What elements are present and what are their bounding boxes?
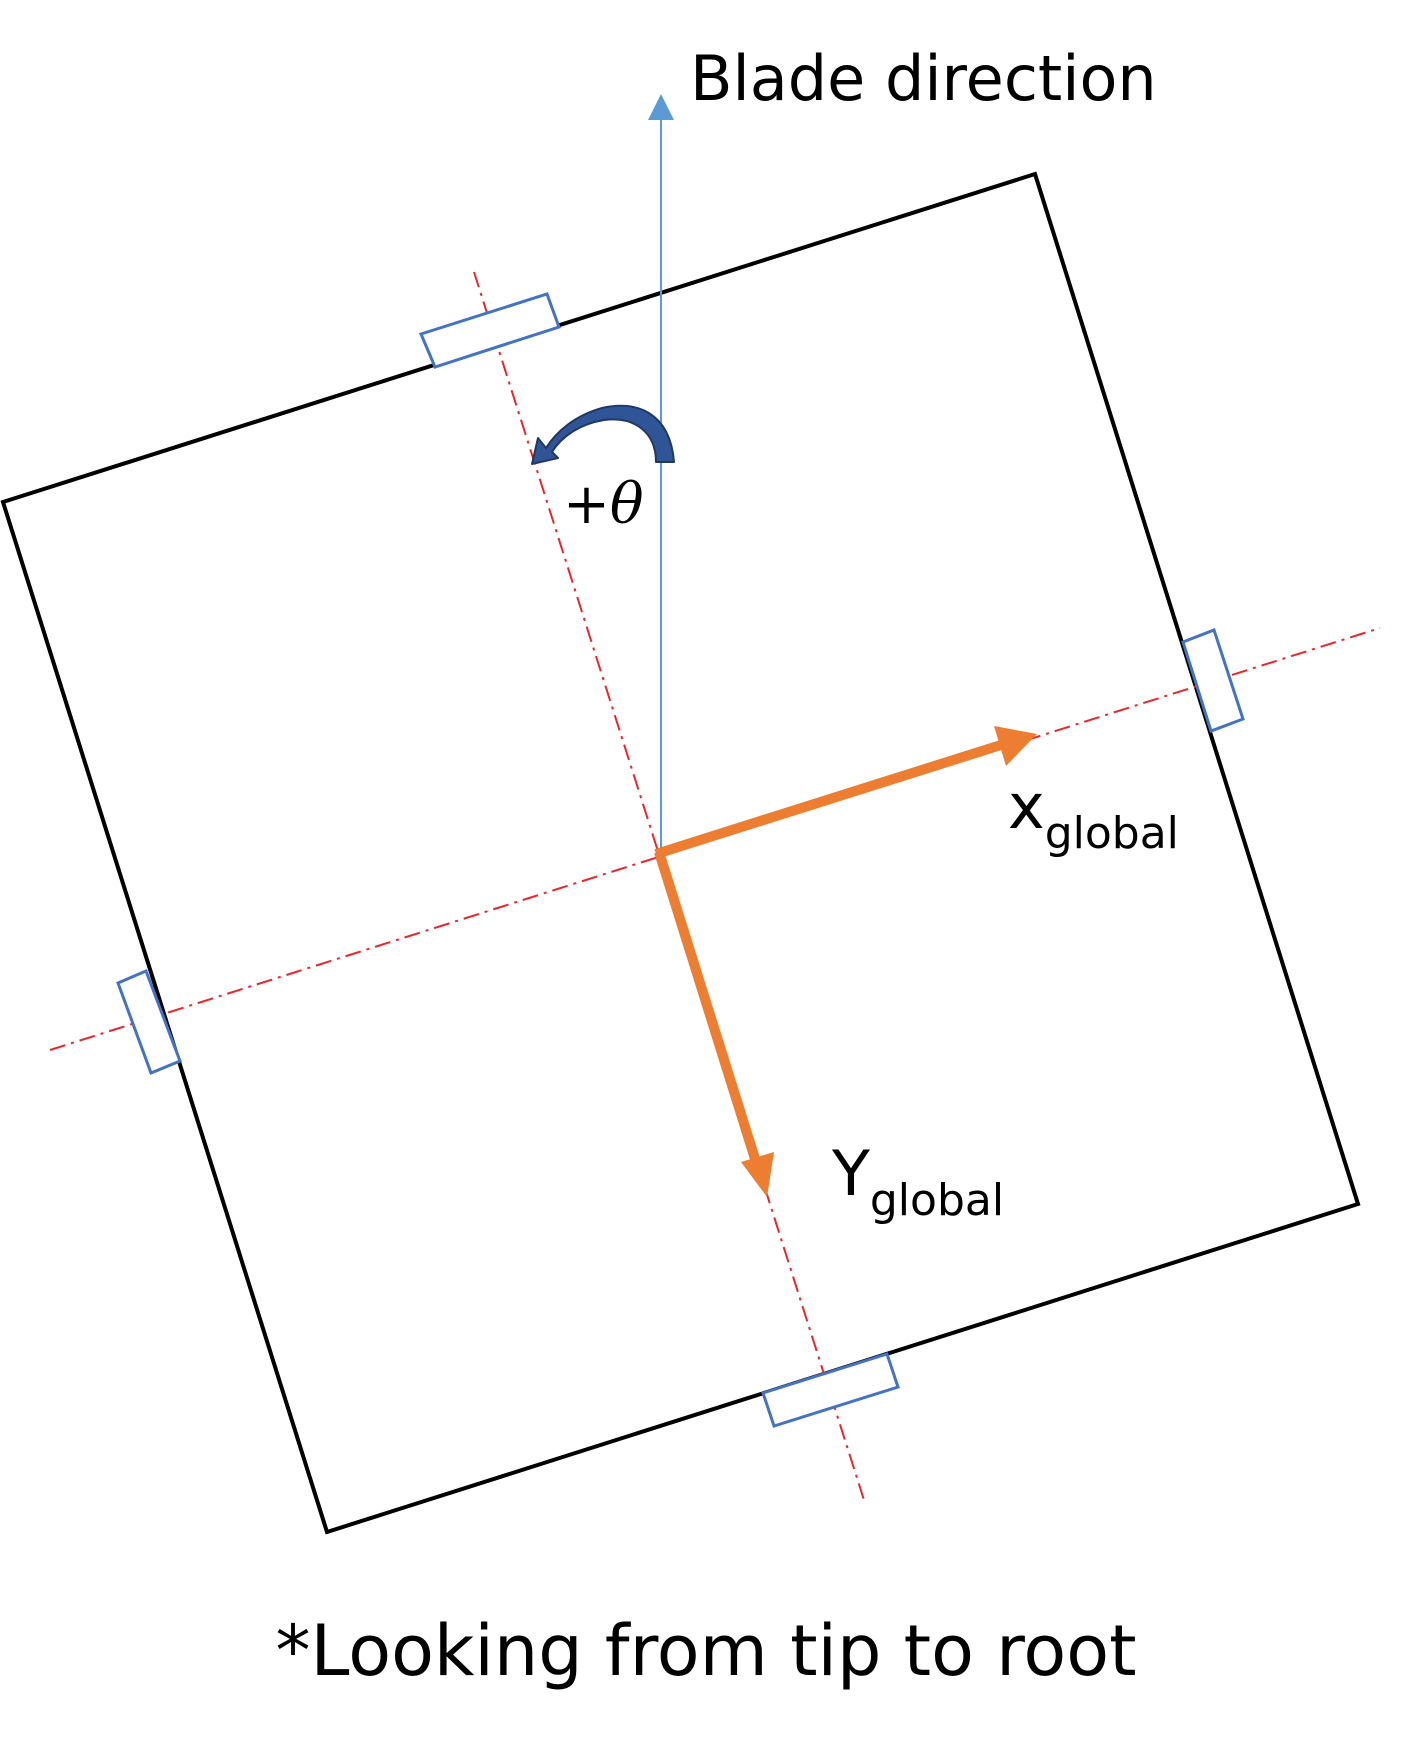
rotation-label: +θ <box>563 472 644 537</box>
y-global-label: Yglobal <box>831 1137 1004 1226</box>
y-global-axis-line <box>654 850 761 1164</box>
x-global-subscript: global <box>1045 808 1179 859</box>
y-global-subscript: global <box>870 1175 1004 1226</box>
footnote: *Looking from tip to root <box>275 1610 1136 1692</box>
x-global-arrowhead <box>994 726 1037 766</box>
top-gauge <box>418 292 561 369</box>
y-global-main: Y <box>831 1137 870 1210</box>
rotated-section-square <box>0 171 1361 1535</box>
x-global-axis-line <box>654 739 1006 859</box>
blade-direction-label: Blade direction <box>690 42 1157 115</box>
x-global-label: xglobal <box>1008 770 1179 859</box>
blade-direction-arrowhead <box>648 94 674 120</box>
y-global-arrowhead <box>741 1152 774 1197</box>
left-gauge <box>116 969 182 1075</box>
x-global-main: x <box>1008 770 1045 843</box>
bottom-gauge <box>761 1352 900 1428</box>
rotation-arrow-icon <box>531 404 675 465</box>
right-gauge <box>1181 628 1245 733</box>
